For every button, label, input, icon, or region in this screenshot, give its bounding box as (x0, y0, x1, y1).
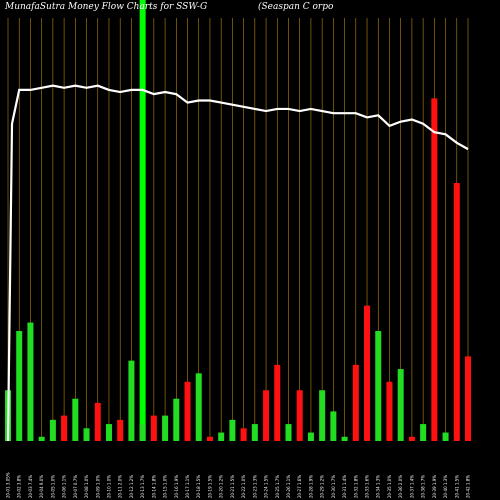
x-tick-label: 20-36 2.0% (398, 475, 403, 498)
x-tick-label: 20-15 1.0% (163, 475, 168, 498)
money-flow-bar (240, 428, 247, 441)
chart-title-company: (Seaspan C orpo (258, 1, 334, 12)
x-tick-label: 20-20 1.2% (219, 475, 224, 498)
money-flow-bar (72, 398, 79, 441)
money-flow-bar (128, 360, 135, 441)
x-tick-labels: 20-01 3.05% 20-02 3.8% 20-03 7.4% 20-04 9.0… (6, 472, 471, 498)
money-flow-bar (341, 436, 348, 441)
x-tick-label: 20-11 2.0% (118, 475, 123, 498)
x-tick-label: 20-27 1.6% (297, 475, 302, 498)
x-tick-label: 20-26 1.1% (286, 475, 291, 498)
x-tick-label: 20-17 1.1% (185, 475, 190, 498)
x-tick-label: 20-37 1.4% (409, 475, 414, 498)
money-flow-bar (465, 356, 471, 441)
money-flow-bar (431, 98, 438, 442)
x-tick-label: 20-29 1.2% (320, 475, 325, 498)
x-tick-label: 20-33 1.6% (365, 475, 370, 498)
money-flow-bar (274, 364, 281, 441)
x-tick-label: 20-13 1.7% (140, 475, 145, 498)
money-flow-bar (263, 390, 270, 441)
money-flow-bar (352, 364, 359, 441)
x-tick-label: 20-04 9.0% (39, 475, 44, 498)
x-tick-label: 20-32 1.8% (353, 475, 358, 498)
money-flow-bar (296, 390, 303, 441)
x-tick-label: 20-28 1.9% (308, 475, 313, 498)
money-flow-bar (117, 419, 124, 441)
money-flow-bar (49, 419, 56, 441)
x-tick-label: 20-19 1.5% (207, 475, 212, 498)
money-flow-bar (229, 419, 236, 441)
x-tick-label: 20-07 0.7% (73, 475, 78, 498)
x-tick-label: 20-18 1.5% (196, 475, 201, 498)
x-tick-label: 20-02 3.8% (17, 475, 22, 498)
x-tick-label: 20-39 1.9% (432, 475, 437, 498)
money-flow-bar (150, 415, 157, 441)
x-tick-label: 20-41 1.5% (454, 475, 459, 498)
money-flow-bar (442, 432, 449, 441)
x-tick-label: 20-14 1.8% (151, 475, 156, 498)
x-tick-label: 20-08 1.0% (84, 475, 89, 498)
x-tick-label: 20-25 1.7% (275, 475, 280, 498)
money-flow-bar (251, 424, 258, 441)
x-tick-label: 20-23 1.3% (252, 475, 257, 498)
x-tick-label: 20-21 1.5% (230, 475, 235, 498)
x-tick-label: 20-01 3.05% (6, 472, 11, 498)
money-flow-bar (27, 322, 34, 441)
money-flow-bar (307, 432, 314, 441)
money-flow-bar (218, 432, 225, 441)
money-flow-bar (162, 415, 169, 441)
x-tick-label: 20-35 1.0% (387, 475, 392, 498)
chart-title: MunafaSutra Money Flow Charts for SSW-G (4, 2, 207, 12)
x-tick-label: 20-42 1.8% (466, 475, 471, 498)
x-tick-label: 20-06 1.1% (62, 475, 67, 498)
x-tick-label: 20-24 1.5% (264, 475, 269, 498)
money-flow-bar (206, 436, 213, 441)
money-flow-bar (184, 381, 191, 441)
x-tick-label: 20-38 1.7% (421, 475, 426, 498)
x-tick-label: 20-12 1.2% (129, 475, 134, 498)
money-flow-bar (61, 415, 68, 441)
x-tick-label: 20-22 1.0% (241, 475, 246, 498)
money-flow-bar (453, 182, 460, 441)
money-flow-bar (319, 390, 326, 441)
money-flow-bar (285, 424, 292, 441)
money-flow-bar (173, 398, 180, 441)
money-flow-bar (139, 424, 146, 441)
x-tick-label: 20-10 1.0% (106, 475, 111, 498)
x-tick-label: 20-05 1.0% (50, 475, 55, 498)
money-flow-bar (386, 381, 393, 441)
money-flow-bar (16, 331, 23, 441)
x-tick-label: 20-09 1.0% (95, 475, 100, 498)
money-flow-bar (38, 436, 45, 441)
money-flow-bar (195, 373, 202, 441)
money-flow-bar (94, 402, 101, 441)
x-tick-label: 20-34 1.3% (376, 475, 381, 498)
x-tick-label: 20-31 1.4% (342, 475, 347, 498)
x-tick-label: 20-30 1.7% (331, 475, 336, 498)
money-flow-bar (330, 411, 337, 441)
money-flow-bar (375, 331, 382, 441)
money-flow-bar (397, 369, 404, 441)
money-flow-bar (408, 436, 415, 441)
x-tick-label: 20-16 1.9% (174, 475, 179, 498)
money-flow-bar (420, 424, 427, 441)
price-line (6, 84, 469, 442)
money-flow-bar (105, 424, 112, 441)
x-tick-label: 20-03 7.4% (28, 475, 33, 498)
money-flow-bar (83, 428, 90, 441)
money-flow-bar (364, 305, 371, 441)
x-tick-label: 20-40 1.3% (443, 475, 448, 498)
